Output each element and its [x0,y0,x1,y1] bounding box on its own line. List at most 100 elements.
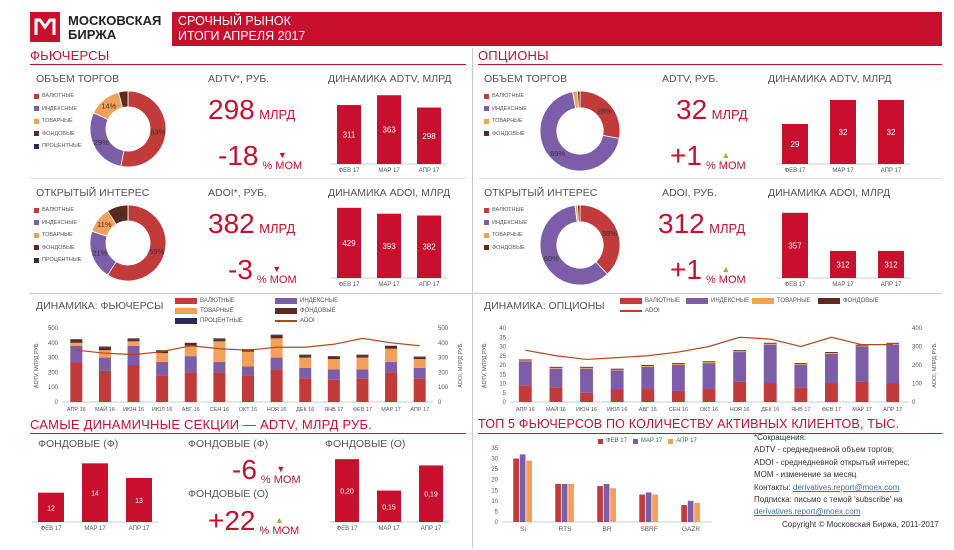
stacked-bar-segment [413,367,426,379]
stacked-bar-segment [794,365,808,388]
opt-adtv-change-unit: % МОМ [705,160,746,172]
legend-swatch [275,308,297,314]
x-tick-label: СЕН 16 [210,407,229,413]
bar [561,483,568,522]
y2-tick-label: 100 [912,382,923,388]
stacked-bar-segment [794,387,808,402]
opt-oi-legend-item: ТОВАРНЫЕ [484,229,527,242]
donut-slice-label: 53% [150,127,165,136]
legend-swatch [484,106,489,112]
fut-volume-legend-item: ИНДЕКСНЫЕ [34,103,81,116]
stacked-bar-segment [763,383,777,402]
stacked-bar-segment [385,346,398,349]
page-title: СРОЧНЫЙ РЫНОК [178,14,291,28]
donut-slice-label: 9% [114,210,125,219]
fut-volume-title: ОБЪЕМ ТОРГОВ [36,73,120,85]
legend-swatch [632,438,638,444]
x-tick-label: АВГ 16 [182,407,200,413]
stacked-bar-segment [886,383,900,402]
opt-oi-legend-item: ВАЛЮТНЫЕ [484,204,527,217]
x-tick-label: СЕН 16 [669,407,688,413]
stacked-bar-segment [549,367,563,369]
stacked-bar-segment [518,361,532,386]
bar [830,100,856,164]
stacked-bar-segment [299,355,312,358]
x-tick-label: ОКТ 16 [239,407,258,413]
y2-tick-label: 300 [912,345,923,351]
stacked-bar-segment [127,365,140,402]
opt-volume-donut: 28% 69% [539,90,621,172]
bar-value-label: 311 [343,131,356,140]
stacked-bar-segment [549,387,563,402]
fut-volume-legend-item: ФОНДОВЫЕ [34,128,81,141]
y-tick-label: 10 [491,499,498,505]
donut-slice [107,204,167,282]
stacked-bar-segment [763,342,777,344]
bar-value-label: 312 [884,260,898,269]
legend-label: ИНДЕКСНЫЕ [492,105,527,112]
stacked-bar-segment [413,359,426,368]
stacked-bar-segment [327,356,340,360]
stacked-bar-segment [580,367,593,369]
logo[interactable]: МОСКОВСКАЯ БИРЖА [30,12,170,46]
y-tick-label: 35 [491,446,498,452]
sec-f-change: -6 [232,454,257,485]
stacked-bar-segment [127,339,140,342]
bar-value-label: 12 [47,505,55,512]
bar [603,483,610,522]
legend-swatch [34,143,39,149]
legend-swatch [752,298,774,304]
up-arrow-icon: ▲ [721,264,731,274]
y2-tick-label: 0 [438,400,442,406]
bar-value-label: 0,15 [382,504,396,511]
sec-f-change-unit: % МОМ [260,474,301,486]
up-arrow-icon: ▲ [274,515,284,525]
x-tick-label: ИЮЛ 16 [152,407,173,413]
stacked-bar-segment [184,356,197,373]
bar [519,454,526,522]
subscribe-email-link[interactable]: derivatives.report@moex.com [754,507,861,517]
legend-swatch [175,308,197,314]
x-tick-label: МАР 17 [378,526,400,532]
stacked-bar-segment [270,357,283,370]
legend-swatch [275,320,297,322]
opt-adtv-label: ADTV, РУБ. [662,73,719,85]
legend-swatch [34,118,39,124]
x-tick-label: ФЕВ 17 [337,526,359,532]
dyn-legend-item: ПРОЦЕНТНЫЕ [175,318,275,324]
bar [681,505,687,522]
x-tick-label: GAZR [682,526,700,533]
stacked-bar-segment [413,357,426,360]
x-tick-label: SBRF [640,526,657,533]
donut-slice-label: 69% [550,149,565,158]
opt-adoi-value: 312 [658,208,705,239]
stacked-bar-segment [610,370,624,390]
top5-title: ТОП 5 ФЬЮЧЕРСОВ ПО КОЛИЧЕСТВУ АКТИВНЫХ К… [478,417,900,431]
donut-slice-label: 60% [544,254,559,263]
bar [652,494,658,522]
stacked-bar-segment [702,389,716,402]
fut-volume-donut: 53% 29% 14% [89,90,167,168]
opt-volume-legend-item: ВАЛЮТНЫЕ [484,90,527,103]
notes-line3: ADOI - среднедневной открытый интерес; [754,457,910,467]
opt-oi-legend-item: ФОНДОВЫЕ [484,242,527,255]
opt-volume-legend-item: ФОНДОВЫЕ [484,128,527,141]
bar [610,488,616,522]
stacked-bar-segment [855,345,869,347]
contact-email-link[interactable]: derivatives.report@moex.com [793,482,900,492]
stacked-bar-segment [213,341,226,363]
stacked-bar-segment [184,372,197,402]
y2-tick-label: 400 [912,326,923,332]
opt-adtv-change: +1 [670,140,702,171]
fut-adoi-label: ADOI*, РУБ. [208,187,267,199]
stacked-bar-segment [299,367,312,379]
dyn-legend-item: ИНДЕКСНЫЕ [275,298,375,304]
donut-slice-label: 14% [101,101,116,110]
fut-dyn-title: ДИНАМИКА: ФЬЮЧЕРСЫ [36,300,164,312]
bar-value-label: 14 [91,491,99,498]
stacked-bar-segment [184,342,197,344]
legend-label: ADOI [300,318,315,324]
y2-tick-label: 200 [912,363,923,369]
dyn-legend-item: ИНДЕКСНЫЕ [686,298,752,304]
x-tick-label: АПР 17 [419,168,440,174]
